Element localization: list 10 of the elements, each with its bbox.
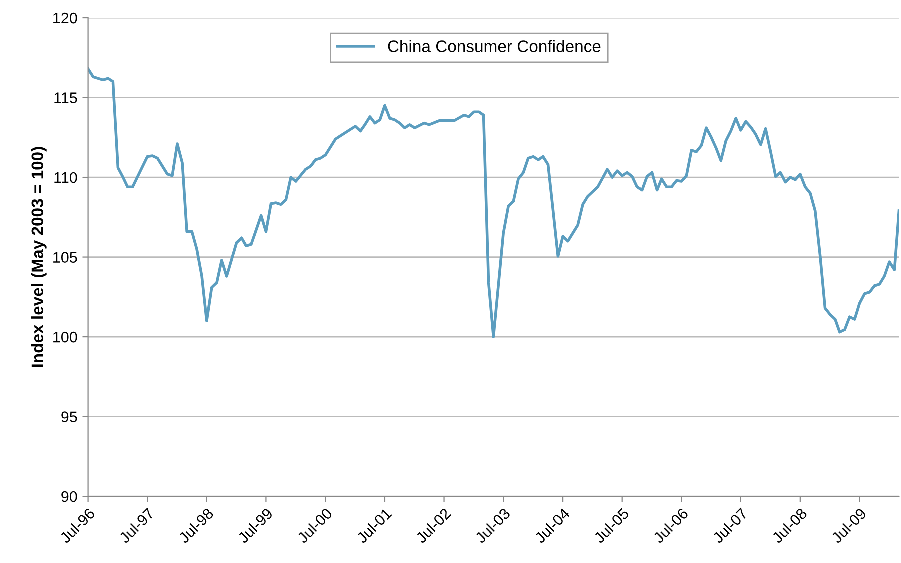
y-tick-label: 120	[54, 12, 78, 24]
line-series	[88, 68, 900, 338]
y-tick-label: 115	[54, 92, 78, 104]
legend-label: China Consumer Confidence	[388, 40, 601, 52]
y-tick-label: 100	[54, 332, 78, 343]
y-axis-title: Index level (May 2003 = 100)	[31, 147, 47, 368]
y-tick-label: 105	[54, 252, 78, 263]
y-tick-label: 90	[62, 491, 78, 502]
y-tick-label: 95	[62, 412, 78, 422]
y-tick-label: 110	[54, 172, 78, 184]
